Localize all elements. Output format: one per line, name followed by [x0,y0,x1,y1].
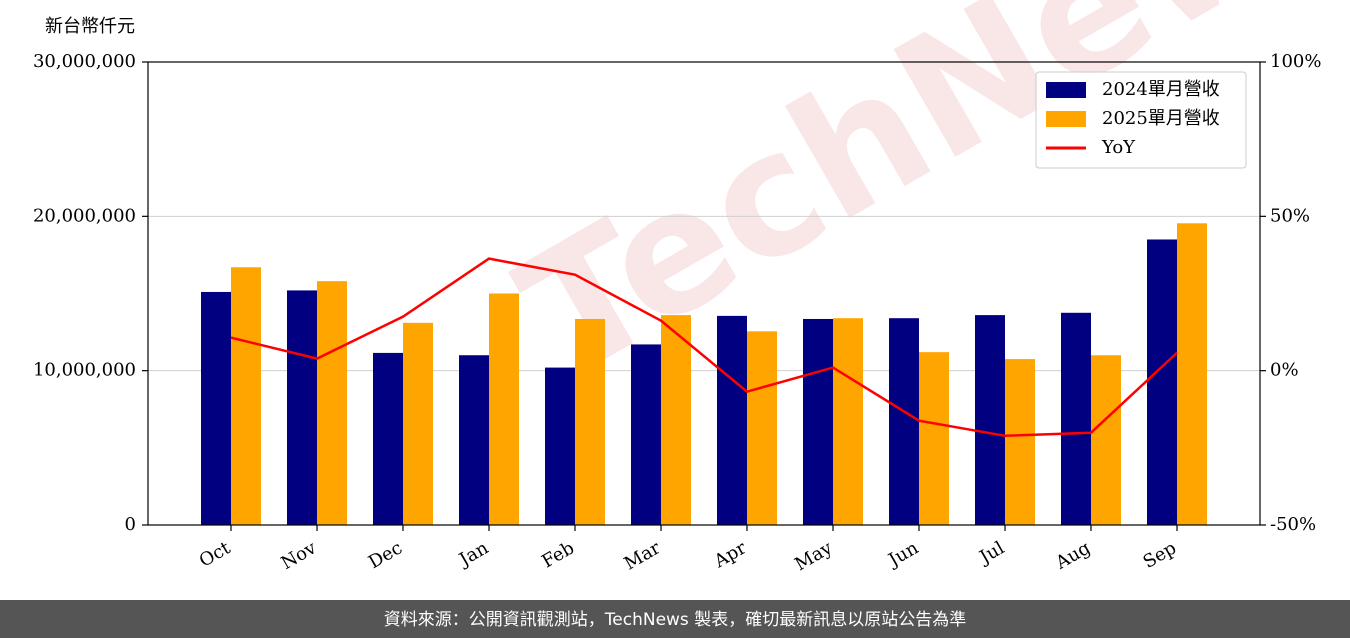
bar [459,355,489,525]
x-tick-label: Jun [883,537,922,572]
bar [1147,239,1177,525]
y2-tick-label: 50% [1270,205,1310,226]
x-tick-label: May [791,537,836,575]
legend-label: 2025單月營收 [1102,108,1220,129]
bar [631,344,661,525]
x-tick-label: Jul [974,537,1008,569]
bar [287,290,317,525]
bar [803,318,833,525]
y-tick-label: 20,000,000 [33,205,136,226]
bar [231,267,261,525]
bar [201,291,231,525]
x-tick-label: Dec [365,537,406,573]
x-tick-label: Apr [710,537,750,572]
x-tick-label: Jan [454,537,492,571]
bar [975,315,1005,525]
yoy-line [230,257,1178,438]
bar [717,315,747,525]
x-tick-label: Mar [621,537,665,574]
legend-label: 2024單月營收 [1102,79,1220,100]
bar [1091,355,1121,525]
footer-bar [0,600,1350,638]
bar [747,331,777,525]
bar [661,315,691,525]
y-axis-label: 新台幣仟元 [45,16,135,37]
bar [489,293,519,525]
y2-tick-label: -50% [1270,514,1316,535]
legend-swatch [1046,111,1086,127]
bar [373,352,403,525]
y2-tick-label: 100% [1270,51,1321,72]
bar [889,318,919,525]
bar [403,322,433,525]
bar [919,352,949,525]
y2-tick-label: 0% [1270,360,1299,381]
x-tick-label: Sep [1140,537,1180,572]
bar [1005,359,1035,525]
legend-swatch [1046,82,1086,98]
y-tick-label: 10,000,000 [33,360,136,381]
bar [833,318,863,525]
x-tick-label: Nov [278,537,321,574]
plot-frame [147,61,1261,526]
bar [545,367,575,525]
x-tick-label: Oct [196,537,235,572]
legend-label: YoY [1101,137,1136,158]
bar [317,281,347,525]
y-tick-label: 30,000,000 [33,51,136,72]
x-tick-label: Feb [538,537,578,572]
bar [575,318,605,525]
footer-text: 資料來源：公開資訊觀測站，TechNews 製表，確切最新訊息以原站公告為準 [384,610,966,630]
bar [1061,312,1091,525]
x-tick-label: Aug [1051,537,1094,574]
legend-box [1035,71,1247,169]
bar [1177,223,1207,526]
y-tick-label: 0 [125,514,136,535]
